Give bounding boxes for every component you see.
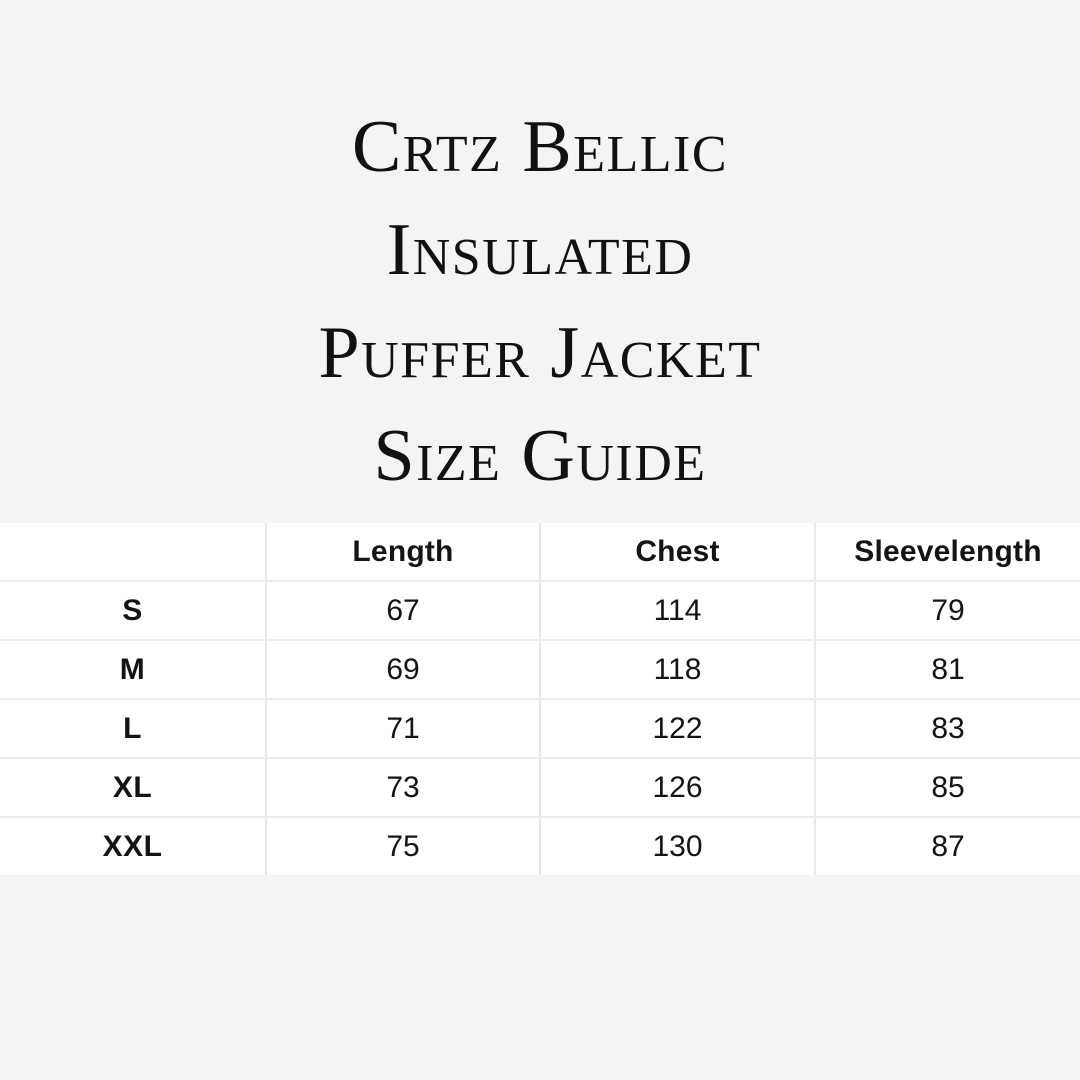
- chest-value-xl: 126: [540, 758, 816, 818]
- length-value-s: 67: [266, 581, 541, 641]
- sleevelength-value-l: 83: [815, 699, 1080, 759]
- title-line-4: Size Guide: [373, 415, 707, 497]
- table-header-sleevelength: Sleevelength: [815, 523, 1080, 582]
- table-header-chest: Chest: [540, 523, 816, 582]
- title-line-2: Insulated: [386, 209, 694, 291]
- sleevelength-value-m: 81: [815, 640, 1080, 700]
- table-row: S 67 114 79: [0, 581, 1080, 641]
- size-label-s: S: [0, 581, 267, 641]
- chest-value-m: 118: [540, 640, 816, 700]
- title-line-1: Crtz Bellic: [351, 106, 729, 188]
- length-value-xl: 73: [266, 758, 541, 818]
- page-title: Crtz Bellic Insulated Puffer Jacket Size…: [0, 96, 1080, 508]
- table-row: XL 73 126 85: [0, 758, 1080, 818]
- sleevelength-value-xl: 85: [815, 758, 1080, 818]
- chest-value-xxl: 130: [540, 817, 816, 875]
- chest-value-l: 122: [540, 699, 816, 759]
- size-label-m: M: [0, 640, 267, 700]
- table-row: XXL 75 130 87: [0, 817, 1080, 875]
- size-label-l: L: [0, 699, 267, 759]
- size-label-xxl: XXL: [0, 817, 267, 875]
- length-value-l: 71: [266, 699, 541, 759]
- title-line-3: Puffer Jacket: [318, 312, 762, 394]
- table-row: L 71 122 83: [0, 699, 1080, 759]
- table-header-length: Length: [266, 523, 541, 582]
- table-header-row: Length Chest Sleevelength: [0, 523, 1080, 582]
- length-value-xxl: 75: [266, 817, 541, 875]
- length-value-m: 69: [266, 640, 541, 700]
- chest-value-s: 114: [540, 581, 816, 641]
- table-header-corner: [0, 523, 267, 582]
- table-row: M 69 118 81: [0, 640, 1080, 700]
- size-guide-table-container: Length Chest Sleevelength S 67 114 79 M …: [0, 523, 1080, 875]
- sleevelength-value-s: 79: [815, 581, 1080, 641]
- sleevelength-value-xxl: 87: [815, 817, 1080, 875]
- size-guide-table: Length Chest Sleevelength S 67 114 79 M …: [0, 523, 1080, 875]
- size-label-xl: XL: [0, 758, 267, 818]
